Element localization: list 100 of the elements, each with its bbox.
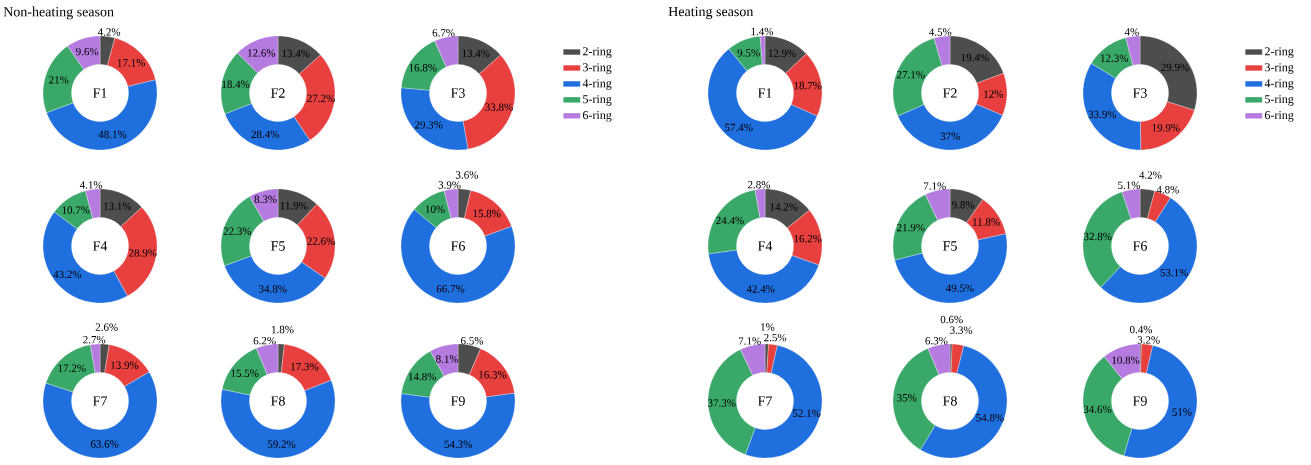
data-label: 16.8% xyxy=(409,64,437,72)
data-label: 16.2% xyxy=(794,234,822,243)
data-label: 29.3% xyxy=(414,121,443,129)
data-label: 9.8% xyxy=(952,200,975,209)
data-label: 9.5% xyxy=(737,49,760,57)
data-label: 14.2% xyxy=(770,203,798,211)
data-label: 57.4% xyxy=(725,123,753,132)
data-label: 0.4% xyxy=(1129,325,1153,334)
data-label: 18.7% xyxy=(794,81,822,90)
data-label: 27.2% xyxy=(307,94,335,103)
data-label: 12% xyxy=(984,90,1004,98)
data-label: 22.6% xyxy=(307,237,335,245)
data-label: 1.4% xyxy=(751,27,774,36)
text: F4 xyxy=(93,241,108,251)
data-label: 28.4% xyxy=(251,130,279,139)
text: F4 xyxy=(758,241,773,251)
legend-label: 4-ring xyxy=(1264,79,1294,90)
data-label: 33.9% xyxy=(1088,110,1117,119)
data-label: 3.2% xyxy=(1137,336,1160,344)
data-label: 3.6% xyxy=(456,171,479,179)
data-label: 17.1% xyxy=(117,59,145,67)
data-label: 12.9% xyxy=(768,49,796,57)
text: F2 xyxy=(271,88,285,98)
data-label: 10% xyxy=(425,205,445,213)
data-label: 8.3% xyxy=(254,195,277,204)
data-label: 12.3% xyxy=(1100,54,1129,62)
data-label: 21.9% xyxy=(897,223,925,232)
data-label: 4.5% xyxy=(929,28,952,36)
text: F6 xyxy=(1133,241,1147,251)
data-label: 4% xyxy=(1124,28,1139,36)
data-label: 12.6% xyxy=(248,49,276,57)
data-label: 37% xyxy=(940,132,960,141)
data-label: 28.9% xyxy=(129,249,157,257)
data-label: 6.7% xyxy=(432,29,455,37)
data-label: 2.8% xyxy=(747,181,771,189)
data-label: 15.5% xyxy=(231,369,259,377)
data-label: 66.7% xyxy=(436,284,465,293)
data-label: 3.3% xyxy=(950,326,973,334)
data-label: 14.8% xyxy=(408,372,437,381)
data-label: 13.1% xyxy=(104,202,132,211)
data-label: 18.4% xyxy=(222,80,250,89)
text: F3 xyxy=(451,88,465,98)
legend-label: 3-ring xyxy=(583,63,612,74)
data-label: 11.8% xyxy=(973,218,1000,226)
data-label: 52.1% xyxy=(793,409,821,417)
data-label: 27.1% xyxy=(897,70,925,79)
text: Non-heating season xyxy=(3,6,114,20)
data-label: 7.1% xyxy=(924,182,946,190)
data-label: 1.8% xyxy=(272,325,294,334)
legend-label: 6-ring xyxy=(1264,111,1294,122)
text: F5 xyxy=(943,241,957,251)
data-label: 15.8% xyxy=(473,209,501,218)
data-label: 17.3% xyxy=(291,362,319,371)
text: F8 xyxy=(271,396,285,406)
text: F7 xyxy=(93,396,108,406)
text: F2 xyxy=(943,88,957,98)
data-label: 8.1% xyxy=(436,355,459,363)
data-label: 49.5% xyxy=(945,284,974,292)
data-label: 13.4% xyxy=(462,49,490,58)
data-label: 2.6% xyxy=(95,323,118,331)
data-label: 6.3% xyxy=(925,336,948,345)
data-label: 0.6% xyxy=(940,315,963,324)
data-label: 10.8% xyxy=(1112,356,1140,364)
legend-label: 2-ring xyxy=(1264,47,1294,58)
data-label: 54.8% xyxy=(976,413,1004,422)
data-label: 11.9% xyxy=(280,201,308,210)
data-label: 24.4% xyxy=(716,216,744,225)
data-label: 6.2% xyxy=(253,336,276,345)
data-label: 9.6% xyxy=(76,47,99,56)
data-label: 48.1% xyxy=(98,130,127,139)
data-label: 13.4% xyxy=(282,49,310,58)
text: F7 xyxy=(758,396,772,406)
data-label: 51% xyxy=(1172,408,1192,416)
text: F3 xyxy=(1133,88,1147,98)
data-label: 1% xyxy=(761,323,775,331)
data-label: 63.6% xyxy=(90,440,119,448)
data-label: 16.3% xyxy=(479,371,507,379)
data-label: 33.8% xyxy=(485,103,513,111)
legend-label: 3-ring xyxy=(1265,63,1294,74)
data-label: 43.2% xyxy=(53,270,82,279)
text: F9 xyxy=(1133,396,1147,406)
data-label: 2.5% xyxy=(764,333,787,342)
data-label: 34.8% xyxy=(259,285,287,293)
text: F9 xyxy=(451,396,465,406)
legend-label: 2-ring xyxy=(582,47,612,58)
data-label: 37.3% xyxy=(708,399,736,407)
text: F6 xyxy=(451,241,465,251)
data-label: 2.7% xyxy=(83,335,106,344)
data-label: 21% xyxy=(49,76,69,84)
legend-label: 4-ring xyxy=(582,79,612,90)
text: F5 xyxy=(271,241,285,251)
text: F1 xyxy=(758,88,772,98)
data-label: 17.2% xyxy=(58,364,86,372)
data-label: 54.3% xyxy=(444,440,472,449)
legend-label: 5-ring xyxy=(1265,95,1294,106)
data-label: 10.7% xyxy=(62,206,90,214)
data-label: 4.8% xyxy=(1156,185,1179,194)
data-label: 19.4% xyxy=(961,53,989,62)
data-label: 13.9% xyxy=(111,361,139,369)
data-label: 19.9% xyxy=(1152,124,1180,132)
